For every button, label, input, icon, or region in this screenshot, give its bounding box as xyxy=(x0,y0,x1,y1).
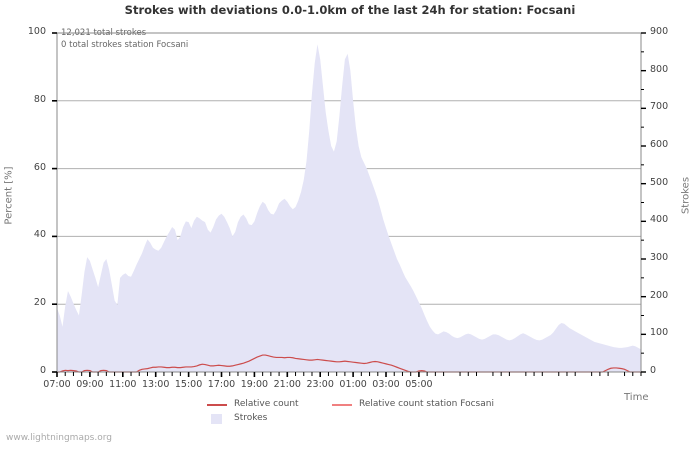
y-tick-right-600: 600 xyxy=(650,139,669,150)
y-tick-right-100: 100 xyxy=(650,327,669,339)
x-tick-1500: 15:00 xyxy=(174,379,203,390)
y-tick-right-500: 500 xyxy=(650,176,669,188)
y-tick-right-800: 800 xyxy=(650,63,669,75)
x-tick-1300: 13:00 xyxy=(142,379,170,390)
x-tick-0300: 03:00 xyxy=(372,379,400,390)
legend-swatch-line xyxy=(207,404,227,406)
x-tick-0700: 07:00 xyxy=(43,379,71,390)
y-tick-left-20: 20 xyxy=(33,297,46,309)
x-tick-1700: 17:00 xyxy=(207,379,236,390)
footer-url: www.lightningmaps.org xyxy=(6,433,112,443)
legend-label-relative-count-station-focsani: Relative count station Focsani xyxy=(359,399,494,409)
x-tick-2100: 21:00 xyxy=(273,379,301,390)
y-tick-left-40: 40 xyxy=(33,229,46,241)
x-tick-0500: 05:00 xyxy=(405,379,433,390)
y-tick-right-0: 0 xyxy=(650,365,657,376)
y-tick-right-400: 400 xyxy=(650,214,669,226)
x-tick-0900: 09:00 xyxy=(76,379,104,390)
y-tick-left-60: 60 xyxy=(33,161,46,173)
y-tick-right-300: 300 xyxy=(650,252,669,263)
legend-swatch-area xyxy=(211,414,222,424)
y-tick-right-900: 900 xyxy=(650,26,669,37)
y-tick-right-700: 700 xyxy=(650,101,669,113)
chart-title: Strokes with deviations 0.0-1.0km of the… xyxy=(124,3,576,17)
legend-swatch-line xyxy=(332,404,352,406)
y-tick-right-200: 200 xyxy=(650,289,669,301)
x-tick-1100: 11:00 xyxy=(109,379,137,390)
y-tick-left-100: 100 xyxy=(27,26,46,37)
strokes-area xyxy=(57,44,641,373)
x-axis-label: Time xyxy=(624,392,649,403)
y-tick-left-80: 80 xyxy=(33,93,46,105)
station-strokes-annotation: 0 total strokes station Focsani xyxy=(61,40,189,50)
legend-label-strokes: Strokes xyxy=(234,413,268,423)
y-tick-left-0: 0 xyxy=(39,365,46,376)
x-tick-2300: 23:00 xyxy=(306,379,334,390)
x-tick-0100: 01:00 xyxy=(339,379,367,390)
x-tick-1900: 19:00 xyxy=(240,379,269,390)
legend-label-relative-count: Relative count xyxy=(234,399,299,409)
